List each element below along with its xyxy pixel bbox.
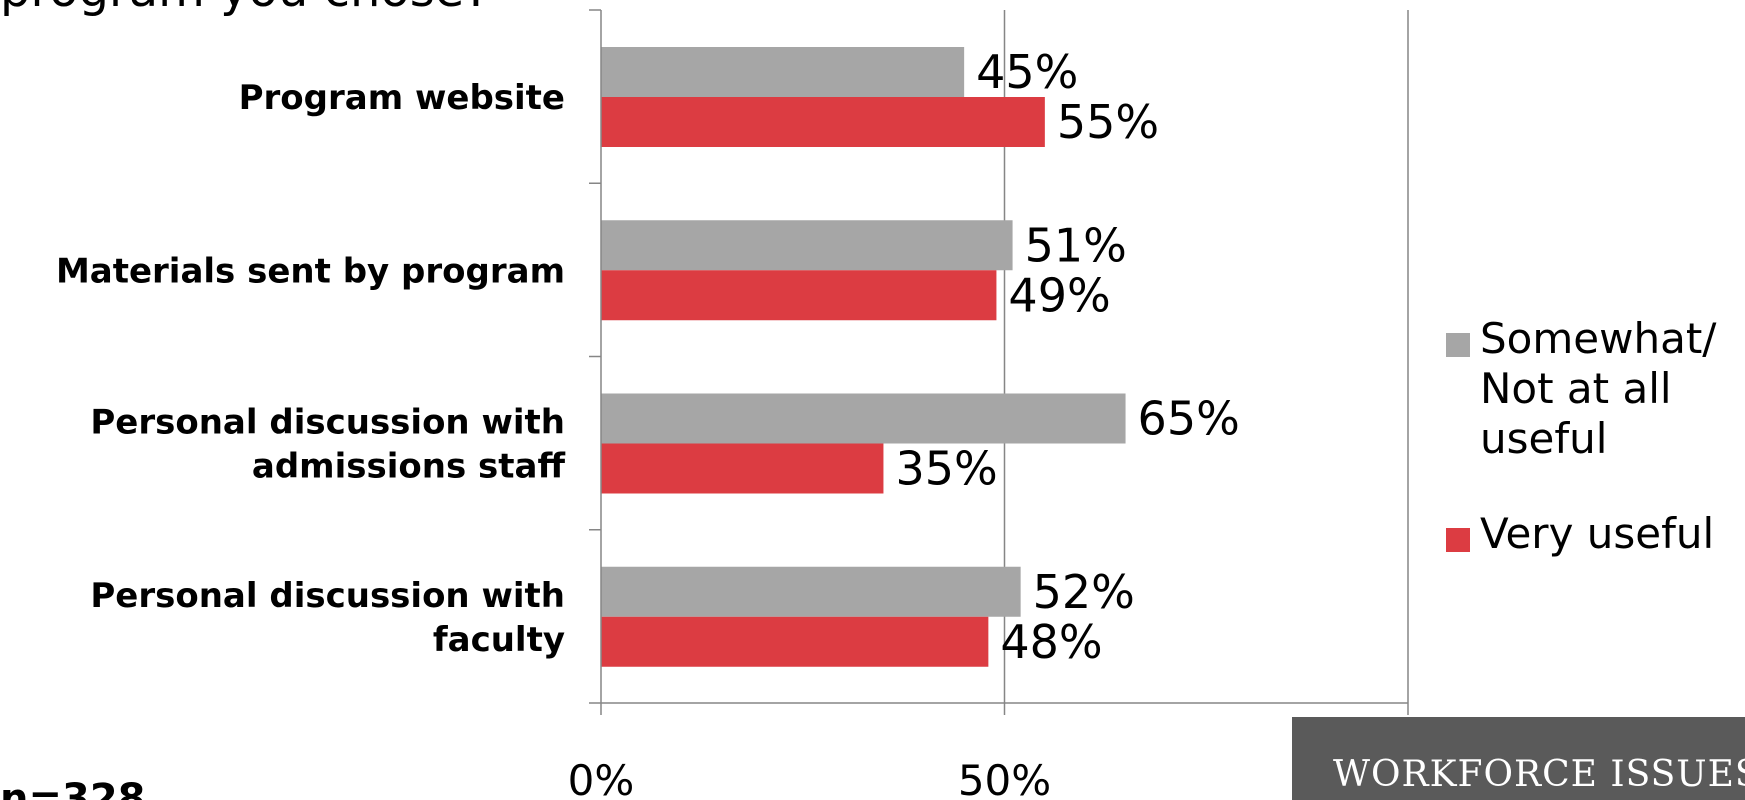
bar <box>601 270 997 321</box>
logo-background <box>1292 717 1745 800</box>
legend-label: Somewhat/ <box>1480 314 1717 363</box>
category-label: Personal discussion with <box>90 403 565 443</box>
category-label: Program website <box>239 78 565 118</box>
logo-text: WORKFORCE ISSUES IN <box>1333 754 1745 795</box>
cut-question-text: program you chose? <box>0 0 490 18</box>
bar <box>601 616 989 667</box>
legend-label: Very useful <box>1480 509 1714 558</box>
x-tick-label: 50% <box>958 756 1051 800</box>
axes <box>589 9 1409 715</box>
data-label: 45% <box>976 45 1078 99</box>
data-label: 49% <box>1008 268 1110 322</box>
legend-swatch <box>1446 333 1470 357</box>
x-tick-label: 0% <box>568 756 635 800</box>
category-label: admissions staff <box>252 447 566 487</box>
bars <box>601 47 1126 667</box>
bar <box>601 566 1021 617</box>
bar <box>601 393 1126 444</box>
legend-swatch <box>1446 528 1470 552</box>
sample-size-text: n=328 <box>0 776 146 800</box>
legend-label: useful <box>1480 414 1607 463</box>
category-label: Personal discussion with <box>90 576 565 616</box>
bar <box>601 97 1045 147</box>
data-label: 52% <box>1033 565 1135 619</box>
data-label: 51% <box>1025 218 1127 272</box>
bar <box>601 220 1013 271</box>
data-label: 55% <box>1057 95 1159 149</box>
bar <box>601 443 884 494</box>
data-label: 35% <box>895 442 997 496</box>
bar <box>601 47 965 97</box>
data-label: 65% <box>1138 392 1240 446</box>
data-label: 48% <box>1000 615 1102 669</box>
category-label: faculty <box>433 620 565 660</box>
category-label: Materials sent by program <box>56 251 565 291</box>
labels: 45%55% Program website 51%49% Materials sen… <box>56 45 1468 800</box>
logo-badge: WORKFORCE ISSUES IN <box>1292 717 1745 800</box>
legend-label: Not at all <box>1480 364 1672 413</box>
